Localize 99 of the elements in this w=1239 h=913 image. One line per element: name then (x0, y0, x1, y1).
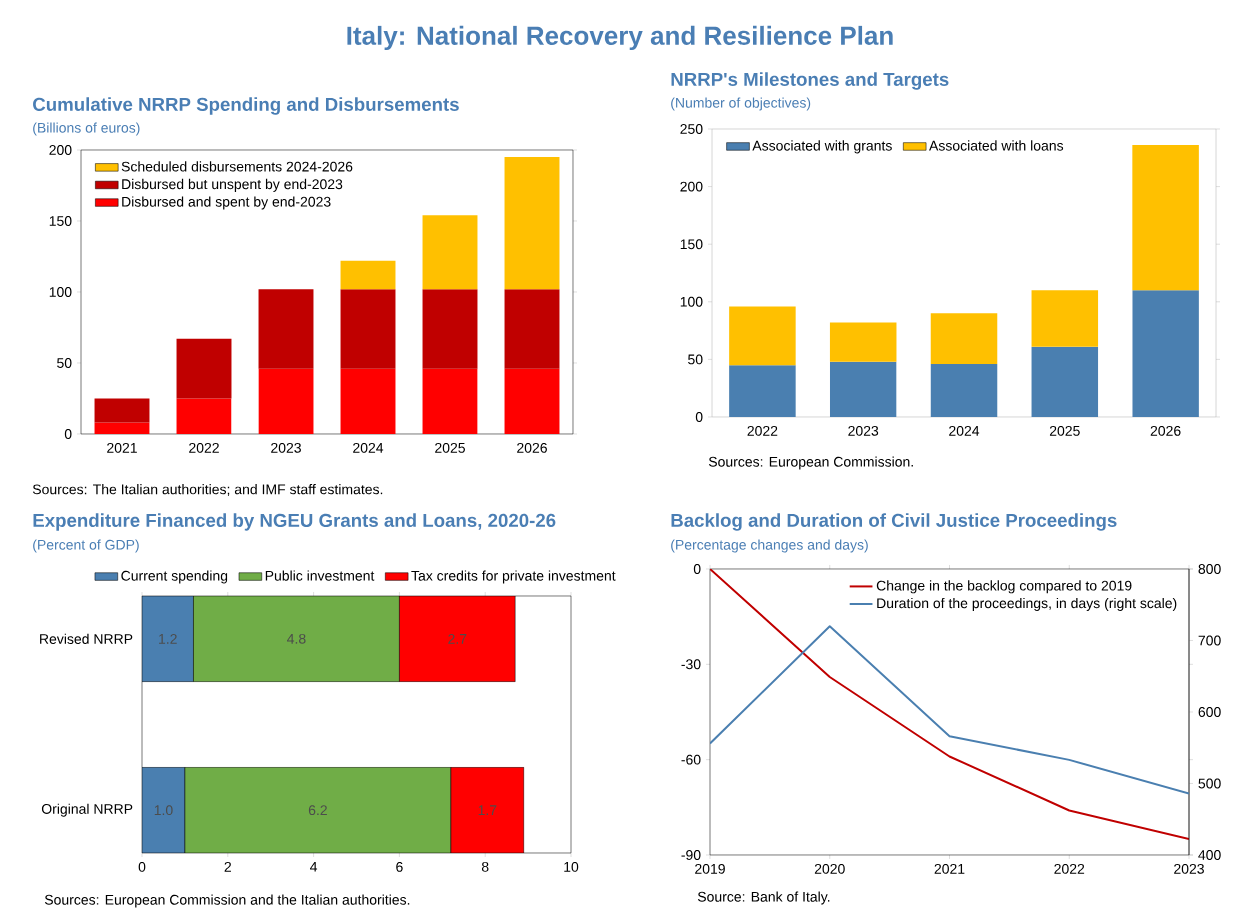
bar (422, 215, 478, 290)
chart-title: NRRP's Milestones and Targets (671, 72, 949, 90)
data-label: 1.2 (159, 633, 177, 644)
legend-label: Associated with grants (752, 140, 892, 154)
x-tick-label: 2022 (1054, 863, 1085, 874)
x-tick-label: 2026 (517, 442, 547, 453)
y-tick-label: Revised NRRP (40, 633, 133, 644)
x-tick-label: 4 (310, 861, 318, 872)
legend-label: Disbursed and spent by end-2023 (122, 196, 331, 210)
bar (504, 157, 560, 290)
data-label: 4.8 (287, 633, 306, 644)
y-tick-label: 250 (680, 124, 703, 134)
x-tick-label: 2 (224, 861, 231, 872)
line-series (710, 568, 1189, 841)
source-note: Sources: The Italian authorities; and IMF staff estimates. (32, 484, 383, 496)
x-tick-label: 0 (138, 861, 146, 872)
legend-label: Scheduled disbursements 2024-2026 (121, 161, 353, 172)
bar (930, 363, 998, 417)
bar (930, 313, 998, 364)
x-tick-label: 2022 (189, 442, 219, 453)
bar (504, 289, 560, 369)
y-tick-label: 100 (49, 287, 72, 297)
bar (422, 368, 478, 434)
x-tick-label: 2023 (848, 425, 879, 436)
x-tick-label: 6 (396, 861, 403, 872)
data-label: 2.7 (448, 633, 467, 644)
x-tick-label: 2021 (107, 442, 137, 453)
bar (504, 368, 560, 434)
source-note: Sources: European Commission. (708, 456, 913, 470)
bar (1031, 290, 1099, 347)
bar (829, 361, 897, 417)
y-tick-label: 0 (695, 412, 703, 422)
x-tick-label: 8 (481, 861, 489, 872)
legend-label: Tax credits for private investment (411, 570, 616, 584)
legend-label: Associated with loans (929, 140, 1064, 151)
text: Italy: National Recovery and Resilience Plan (347, 25, 893, 51)
bar (729, 306, 796, 366)
chart-subtitle: (Number of objectives) (671, 97, 811, 111)
y2-tick-label: 600 (1198, 707, 1221, 717)
y2-tick-label: 700 (1198, 635, 1221, 646)
y-tick-label: 200 (680, 181, 703, 192)
source-note: Sources: European Commission and the Italian authorities. (44, 894, 410, 908)
bar (829, 322, 897, 362)
bar (258, 368, 314, 434)
y-tick-label: -30 (681, 659, 701, 670)
legend-label: Duration of the proceedings, in days (right scale) (877, 597, 1177, 611)
bar (729, 365, 796, 417)
x-tick-label: 10 (564, 861, 579, 872)
legend-label: Public investment (265, 570, 375, 581)
y2-tick-label: 400 (1198, 850, 1221, 860)
y-tick-label: 50 (688, 354, 703, 365)
y-tick-label: Original NRRP (41, 803, 133, 817)
y-tick-label: 150 (680, 239, 703, 250)
x-tick-label: 2020 (814, 863, 845, 874)
bar (176, 338, 232, 399)
x-tick-label: 2023 (271, 442, 301, 453)
bar (1031, 346, 1099, 417)
x-tick-label: 2024 (949, 425, 980, 436)
bar (1132, 145, 1199, 291)
chart-title: Cumulative NRRP Spending and Disbursements (33, 97, 459, 115)
y2-tick-label: 800 (1198, 564, 1221, 574)
data-label: 6.2 (308, 805, 327, 816)
y-tick-label: 0 (693, 564, 701, 574)
line-series (710, 625, 1189, 795)
bar (94, 422, 150, 434)
chart-subtitle: (Percent of GDP) (33, 539, 139, 553)
chart-title: Expenditure Financed by NGEU Grants and Loans, 2020-26 (33, 513, 556, 531)
x-tick-label: 2019 (695, 863, 725, 874)
y-tick-label: 150 (49, 216, 72, 226)
y-tick-label: -60 (681, 754, 701, 765)
bar (258, 289, 314, 369)
data-label: 1.7 (478, 805, 497, 815)
bar (1132, 290, 1199, 417)
y-tick-label: -90 (681, 850, 701, 860)
x-tick-label: 2023 (1174, 863, 1204, 874)
bar (94, 398, 150, 423)
x-tick-label: 2024 (353, 442, 384, 453)
x-tick-label: 2021 (934, 863, 965, 874)
x-tick-label: 2025 (435, 442, 465, 453)
x-tick-label: 2026 (1150, 425, 1181, 436)
chart-title: Backlog and Duration of Civil Justice Proceedings (671, 513, 1117, 531)
legend-label: Current spending (121, 570, 228, 584)
legend-label: Disbursed but unspent by end-2023 (122, 178, 343, 192)
y-tick-label: 50 (57, 358, 72, 368)
bar (422, 289, 478, 369)
x-tick-label: 2022 (747, 425, 778, 436)
bar (176, 398, 232, 434)
y-tick-label: 200 (49, 145, 72, 155)
bar (340, 368, 396, 434)
bar (340, 260, 396, 290)
x-tick-label: 2025 (1049, 425, 1080, 436)
chart-subtitle: (Billions of euros) (33, 122, 140, 136)
source-note: Source: Bank of Italy. (697, 891, 830, 905)
y2-tick-label: 500 (1198, 778, 1221, 789)
y-tick-label: 100 (680, 296, 703, 307)
legend-label: Change in the backlog compared to 2019 (876, 580, 1132, 594)
bar (340, 289, 396, 369)
chart-subtitle: (Percentage changes and days) (671, 539, 868, 553)
data-label: 1.0 (154, 805, 173, 816)
